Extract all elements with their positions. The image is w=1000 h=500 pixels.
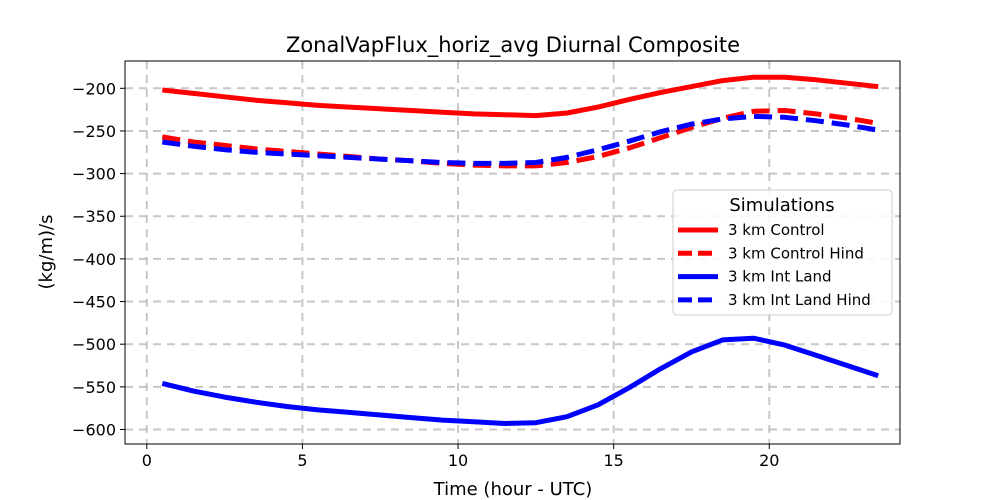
y-tick-label: −450: [72, 293, 116, 312]
plot-frame: [124, 60, 901, 445]
x-tick-label: 20: [759, 451, 779, 470]
series-line-3: [161, 335, 879, 426]
x-tick-label: 5: [297, 451, 307, 470]
x-tick-label: 10: [448, 451, 468, 470]
y-tick-label: −600: [72, 420, 116, 439]
legend-title: Simulations: [729, 195, 834, 216]
y-tick-label: −250: [72, 122, 116, 141]
y-tick-label: −550: [72, 378, 116, 397]
series-line-1: [162, 74, 879, 119]
series-lines: [161, 74, 879, 426]
y-tick-label: −400: [72, 250, 116, 269]
y-tick-label: −300: [72, 165, 116, 184]
legend-items: 3 km Control 3 km Control Hind 3 km Int La…: [678, 221, 871, 309]
x-axis-label: Time (hour - UTC): [433, 479, 593, 500]
y-axis-ticks: −200 −250 −300 −350 −400 −450 −500 −550 −600: [72, 79, 125, 439]
x-tick-label: 15: [603, 451, 623, 470]
x-tick-label: 0: [142, 451, 152, 470]
chart-title: ZonalVapFlux_horiz_avg Diurnal Composite: [286, 33, 740, 58]
legend-label: 3 km Int Land: [728, 268, 832, 286]
y-tick-label: −350: [72, 207, 116, 226]
y-axis-label: (kg/m)/s: [36, 215, 57, 290]
legend-label: 3 km Int Land Hind: [728, 291, 871, 309]
legend: Simulations 3 km Control 3 km Control Hin…: [672, 189, 893, 316]
legend-label: 3 km Control Hind: [728, 244, 864, 262]
y-tick-label: −500: [72, 335, 116, 354]
legend-label: 3 km Control: [728, 221, 825, 239]
series-line-4: [161, 113, 879, 166]
x-axis-ticks: 0 5 10 15 20: [142, 444, 779, 470]
y-tick-label: −200: [72, 79, 116, 98]
legend-box: [672, 189, 893, 316]
series-line-2: [161, 108, 879, 169]
